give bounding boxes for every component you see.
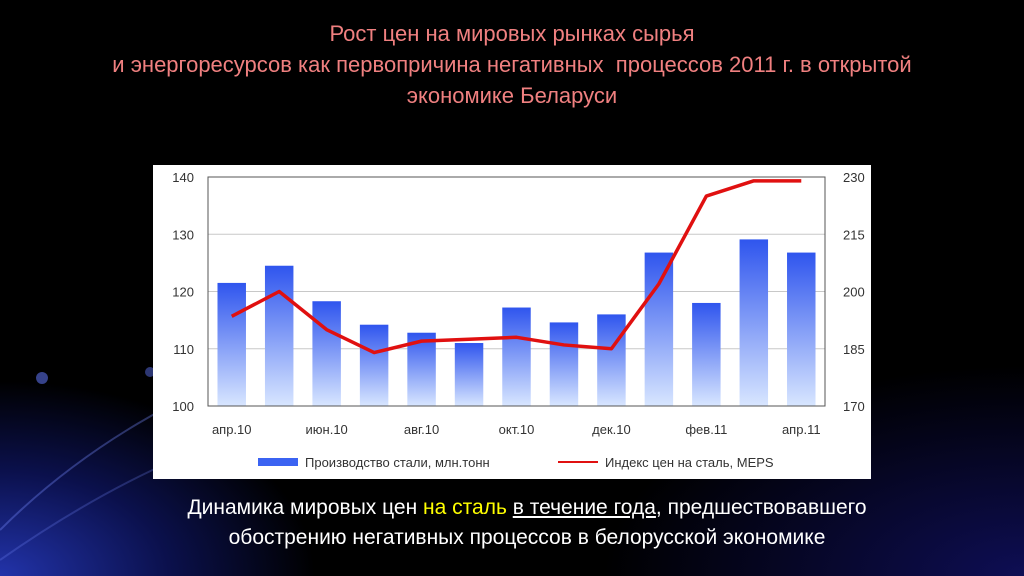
bar: [549, 322, 579, 406]
bar: [359, 324, 389, 406]
axes: 100 110 120 130 140 170 185 200 215 230 апр.10 июн.…: [172, 170, 864, 437]
y-right-tick-label: 215: [843, 227, 865, 242]
bar: [312, 301, 341, 406]
y-left-tick-label: 130: [172, 227, 194, 242]
steel-chart: 100 110 120 130 140 170 185 200 215 230 апр.10 июн.…: [172, 170, 864, 470]
y-left-tick-label: 140: [172, 170, 194, 185]
x-tick-label: окт.10: [499, 422, 535, 437]
caption-underlined: в течение года: [512, 496, 656, 519]
bar: [692, 302, 721, 406]
bar: [644, 252, 674, 406]
slide-caption: Динамика мировых цен на сталь в течение …: [0, 493, 1024, 553]
y-right-tick-label: 185: [843, 342, 865, 357]
price-index-line: [230, 179, 802, 355]
y-right-tick-label: 230: [843, 170, 865, 185]
y-left-tick-label: 100: [172, 399, 194, 414]
bar: [787, 252, 816, 406]
x-tick-label: дек.10: [592, 422, 631, 437]
legend: Производство стали, млн.тонн Индекс цен н…: [258, 455, 774, 470]
x-tick-label: фев.11: [685, 422, 727, 437]
caption-text-2: , предшествовавшего: [655, 496, 867, 519]
plot-frame: [207, 176, 826, 407]
x-tick-label: апр.10: [212, 422, 252, 437]
x-tick-label: июн.10: [306, 422, 348, 437]
slide-title: Рост цен на мировых рынках сырья и энерг…: [0, 18, 1024, 111]
y-left-tick-label: 120: [172, 285, 194, 300]
caption-highlight: на сталь: [423, 496, 507, 519]
title-line-3: экономике Беларуси: [406, 83, 618, 108]
caption-line-2: обострению негативных процессов в белору…: [228, 526, 826, 549]
line-series: [230, 179, 802, 355]
bar: [739, 239, 769, 406]
bar: [264, 265, 294, 406]
y-right-tick-label: 200: [843, 285, 865, 300]
bar: [502, 307, 531, 406]
bar: [597, 314, 626, 406]
legend-line-label: Индекс цен на сталь, MEPS: [605, 455, 774, 470]
y-left-tick-label: 110: [173, 342, 194, 357]
caption-line-1: Динамика мировых цен на сталь в течение …: [0, 493, 1024, 523]
y-right-tick-label: 170: [843, 399, 865, 414]
legend-bar-swatch: [258, 458, 298, 466]
bar: [217, 282, 246, 406]
x-tick-label: апр.11: [782, 422, 821, 437]
title-line-1: Рост цен на мировых рынках сырья: [329, 21, 695, 46]
legend-bar-label: Производство стали, млн.тонн: [305, 455, 490, 470]
chart-panel: 100 110 120 130 140 170 185 200 215 230 апр.10 июн.…: [153, 165, 871, 479]
caption-text-1: Динамика мировых цен: [187, 496, 424, 519]
title-line-2: и энергоресурсов как первопричина негати…: [112, 52, 912, 77]
x-tick-label: авг.10: [404, 422, 439, 437]
bar-series: [217, 239, 816, 406]
bar: [454, 343, 484, 406]
